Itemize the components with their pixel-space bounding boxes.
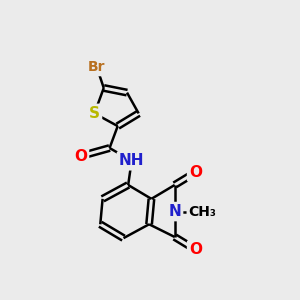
Text: O: O (189, 165, 202, 180)
Text: NH: NH (119, 153, 144, 168)
Text: S: S (89, 106, 100, 121)
Text: CH₃: CH₃ (189, 205, 217, 219)
Text: O: O (74, 148, 87, 164)
Text: O: O (189, 242, 202, 257)
Text: N: N (168, 204, 181, 219)
Text: Br: Br (88, 60, 106, 74)
